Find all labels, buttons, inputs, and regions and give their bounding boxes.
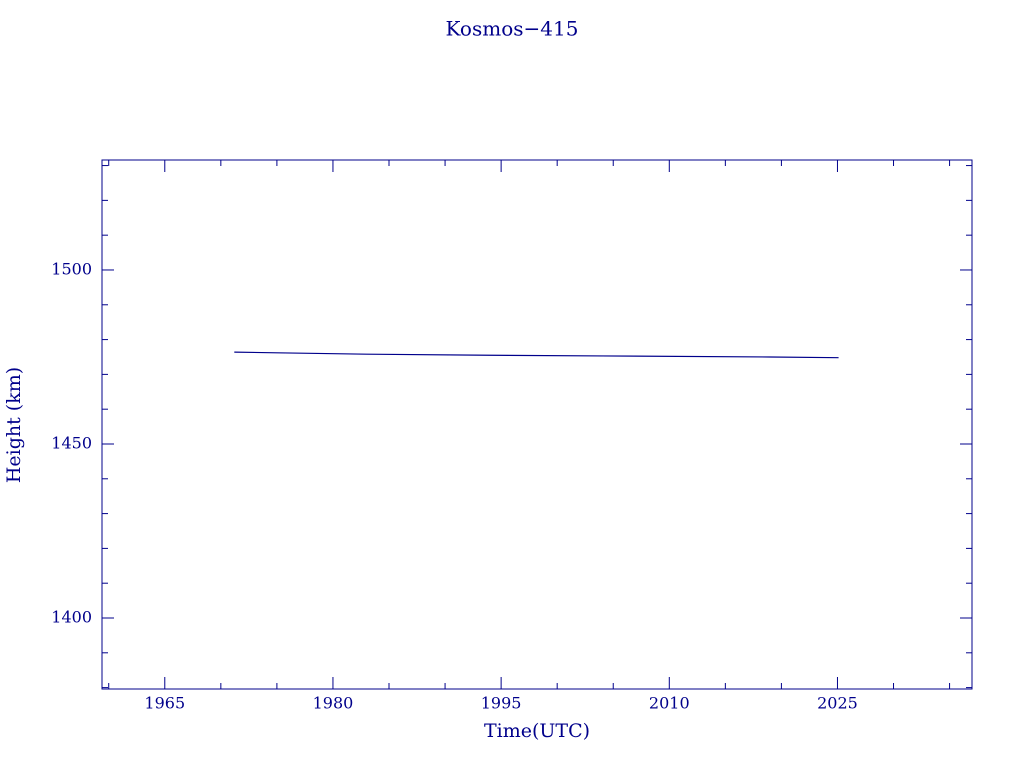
y-tick-label: 1450 (51, 433, 92, 452)
y-tick-label: 1500 (51, 259, 92, 278)
y-tick-label: 1400 (51, 608, 92, 627)
chart-title: Kosmos−415 (446, 17, 579, 41)
x-tick-label: 1980 (313, 694, 354, 713)
x-tick-label: 1965 (144, 694, 185, 713)
y-axis-label: Height (km) (3, 367, 25, 483)
data-line (234, 351, 839, 359)
x-tick-label: 2025 (817, 694, 858, 713)
plot-frame (101, 159, 973, 690)
x-tick-label: 2010 (649, 694, 690, 713)
x-axis-label: Time(UTC) (484, 720, 590, 742)
x-tick-label: 1995 (481, 694, 522, 713)
